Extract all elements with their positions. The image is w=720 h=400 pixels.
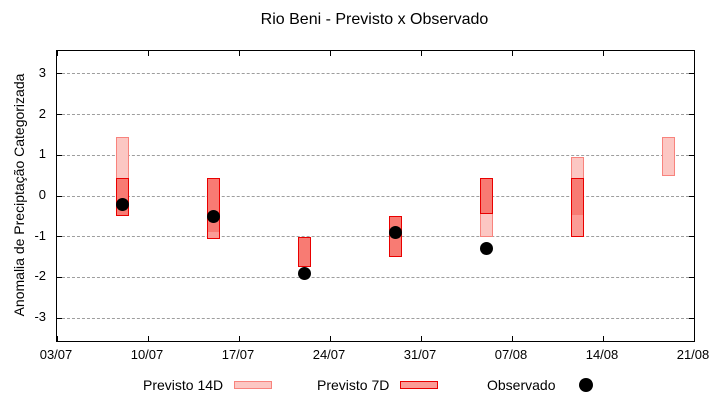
x-tick [602,51,604,56]
y-tick-label: -3 [34,309,46,325]
legend-item-previsto-7d: Previsto 7D [317,373,439,397]
bar-previsto-7d-outline [479,177,493,215]
y-tick [689,195,694,197]
y-tick [57,73,62,75]
x-tick [693,51,695,56]
x-tick [147,336,149,341]
x-tick [511,51,513,56]
legend-item-observado: Observado [487,373,594,397]
y-tick [689,73,694,75]
gridline [57,114,694,116]
x-tick-label: 21/08 [676,347,710,362]
gridline [57,195,694,197]
observado-dot [479,242,493,256]
x-tick [511,336,513,341]
x-tick-label: 14/08 [585,347,619,362]
x-tick-label: 10/07 [130,347,164,362]
bar-previsto-7d-outline [115,177,129,217]
bar-previsto-7d-outline [570,177,584,237]
bar-previsto-14d [661,136,675,176]
y-tick [57,276,62,278]
x-tick [56,336,58,341]
y-tick-label: 3 [38,64,46,80]
observado-dot [388,226,402,240]
x-tick-label: 07/08 [494,347,528,362]
x-tick-label: 17/07 [221,347,255,362]
x-tick-label: 31/07 [403,347,437,362]
legend-observado-dot-icon [579,378,594,392]
gridline [57,317,694,319]
gridline [57,276,694,278]
legend-label-previsto-14d: Previsto 14D [143,377,224,393]
y-tick [57,317,62,319]
chart-title: Rio Beni - Previsto x Observado [260,11,489,28]
y-tick [689,276,694,278]
y-tick [689,236,694,238]
y-tick-label: -1 [34,227,46,243]
bar-previsto-overlap [207,178,219,232]
gridline [57,73,694,75]
y-tick-label: 0 [38,187,46,202]
legend-item-previsto-14d: Previsto 14D [143,373,273,397]
y-tick-label: -2 [34,268,46,284]
x-tick [693,336,695,341]
y-tick [689,317,694,319]
bar-previsto-overlap [298,237,310,267]
legend: Previsto 14D Previsto 7D Observado [0,373,720,397]
observado-dot [297,266,311,280]
observado-dot [206,209,220,223]
bar-previsto-overlap [571,178,583,216]
y-tick [57,195,62,197]
x-tick [420,51,422,56]
y-tick [57,154,62,156]
bar-previsto-7d-outline [297,236,311,268]
bar-previsto-overlap [480,178,492,214]
gridline [57,236,694,238]
x-tick [420,336,422,341]
y-tick [689,114,694,116]
x-tick [147,51,149,56]
y-tick-label: 1 [38,146,46,162]
x-tick [329,51,331,56]
bar-previsto-overlap [116,178,128,216]
x-tick [329,336,331,341]
legend-label-observado: Observado [487,377,556,393]
observado-dot [115,197,129,211]
bar-previsto-7d-outline [388,216,402,258]
plot-area [56,50,695,342]
gridline [57,154,694,156]
legend-swatch-previsto-14d-icon [234,381,273,389]
x-tick-label: 24/07 [312,347,346,362]
legend-swatch-previsto-7d-icon [400,381,439,389]
y-tick [57,114,62,116]
y-tick-label: 2 [38,105,46,121]
bar-previsto-7d-outline [206,177,220,239]
x-tick [238,51,240,56]
legend-label-previsto-7d: Previsto 7D [317,377,390,393]
x-tick [56,51,58,56]
x-tick-label: 03/07 [39,347,73,362]
x-tick [602,336,604,341]
y-tick [689,154,694,156]
x-tick [238,336,240,341]
y-tick [57,236,62,238]
